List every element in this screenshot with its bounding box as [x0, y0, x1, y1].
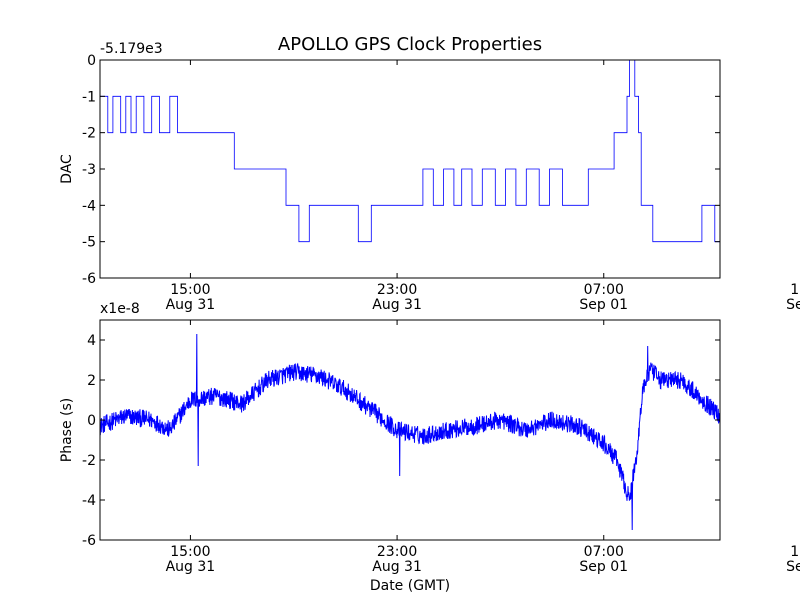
- y-tick-label: -4: [82, 493, 96, 509]
- x-tick-time-label: 07:00: [584, 544, 624, 560]
- x-tick-date-label: Sep 01: [579, 297, 628, 313]
- axis-offset-label: x1e-8: [100, 301, 140, 317]
- y-tick-label: -5: [82, 235, 96, 251]
- plot-area: [100, 333, 720, 531]
- y-tick-label: 0: [87, 413, 96, 429]
- y-tick-label: -6: [82, 271, 96, 287]
- dac-series-line: [100, 60, 720, 243]
- y-tick-label: -4: [82, 198, 96, 214]
- axes-frame: [99, 319, 721, 541]
- x-tick-date-label: Sep 01: [579, 559, 628, 575]
- y-tick-label: -2: [82, 453, 96, 469]
- x-tick-date-label: Sep 01: [786, 559, 800, 575]
- plot-area: [100, 60, 720, 243]
- y-tick-label: 4: [87, 333, 96, 349]
- x-tick-time-label: 15:00: [790, 282, 800, 298]
- x-tick-time-label: 15:00: [170, 282, 210, 298]
- y-tick-label: 0: [87, 53, 96, 69]
- y-tick-label: -2: [82, 126, 96, 142]
- x-tick-time-label: 15:00: [790, 544, 800, 560]
- x-tick-date-label: Sep 01: [786, 297, 800, 313]
- phase-series-line: [100, 333, 720, 531]
- x-tick-time-label: 07:00: [584, 282, 624, 298]
- y-axis-label: Phase (s): [59, 398, 75, 462]
- x-tick-date-label: Aug 31: [372, 559, 422, 575]
- y-tick-label: 2: [87, 373, 96, 389]
- axes-frame: [99, 59, 721, 279]
- x-axis-label: Date (GMT): [370, 578, 450, 594]
- x-tick-time-label: 23:00: [377, 544, 417, 560]
- axis-offset-label: -5.179e3: [100, 41, 163, 57]
- y-tick-label: -1: [82, 89, 96, 105]
- x-tick-date-label: Aug 31: [372, 297, 422, 313]
- y-tick-label: -3: [82, 162, 96, 178]
- x-tick-time-label: 15:00: [170, 544, 210, 560]
- y-tick-label: -6: [82, 533, 96, 549]
- x-tick-time-label: 23:00: [377, 282, 417, 298]
- chart-title: APOLLO GPS Clock Properties: [278, 34, 542, 55]
- x-tick-date-label: Aug 31: [166, 297, 216, 313]
- x-tick-date-label: Aug 31: [166, 559, 216, 575]
- y-axis-label: DAC: [59, 154, 75, 184]
